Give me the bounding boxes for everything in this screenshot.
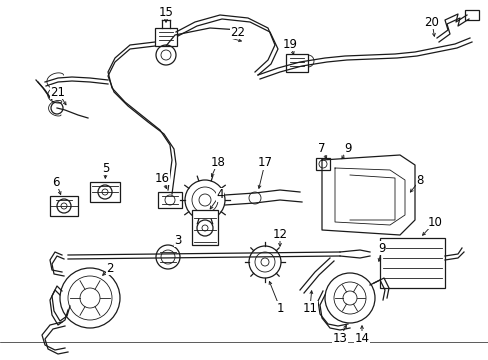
Text: 16: 16 [154,171,169,184]
Text: 9: 9 [378,242,385,255]
Text: 2: 2 [106,261,114,274]
FancyBboxPatch shape [155,28,177,46]
Text: 12: 12 [272,228,287,240]
Text: 3: 3 [174,234,182,247]
Text: 11: 11 [302,302,317,315]
FancyBboxPatch shape [464,10,478,20]
Text: 10: 10 [427,216,442,229]
FancyBboxPatch shape [50,196,78,216]
Text: 17: 17 [257,157,272,170]
Text: 18: 18 [210,156,225,168]
Text: 6: 6 [52,175,60,189]
FancyBboxPatch shape [285,54,307,72]
Text: 20: 20 [424,15,439,28]
Text: 4: 4 [216,189,224,202]
Text: 19: 19 [282,37,297,50]
Text: 8: 8 [415,174,423,186]
FancyBboxPatch shape [315,158,329,170]
FancyBboxPatch shape [379,238,444,288]
FancyBboxPatch shape [158,192,182,208]
Text: 7: 7 [318,141,325,154]
Text: 14: 14 [354,332,369,345]
Text: 1: 1 [276,302,283,315]
FancyBboxPatch shape [90,182,120,202]
Text: 21: 21 [50,85,65,99]
Text: 13: 13 [332,332,347,345]
Text: 9: 9 [344,141,351,154]
Text: 15: 15 [158,5,173,18]
FancyBboxPatch shape [192,210,218,245]
Text: 22: 22 [230,26,245,39]
Text: 5: 5 [102,162,109,175]
